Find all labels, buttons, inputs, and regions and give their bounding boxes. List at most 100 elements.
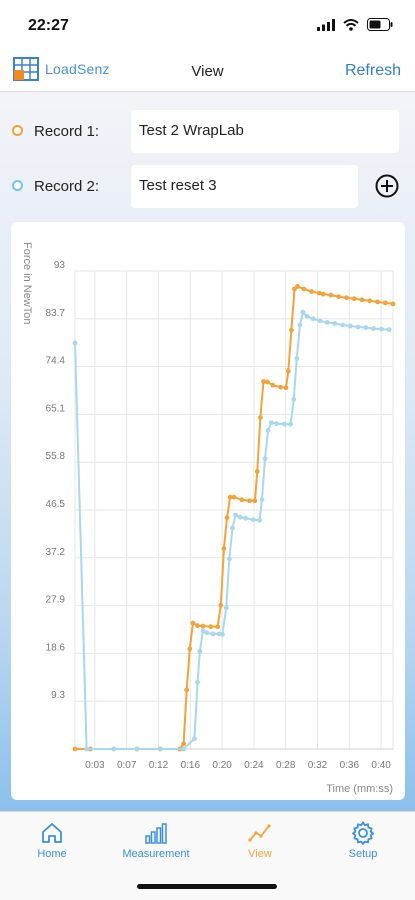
series-2-point (310, 316, 316, 322)
y-tick-label: 9.3 (51, 690, 65, 701)
series-2-point (265, 427, 271, 433)
series-1-point (285, 368, 291, 374)
series-2-point (84, 746, 90, 752)
series-1-point (270, 382, 276, 388)
series-1-point (231, 494, 237, 500)
series-2-point (324, 319, 330, 325)
y-tick-label: 37.2 (46, 547, 66, 558)
series-2-point (223, 605, 229, 611)
x-tick-label: 0:32 (308, 760, 328, 771)
y-tick-label: 55.8 (46, 451, 66, 462)
series-2-point (340, 322, 345, 328)
series-1-point (344, 295, 349, 301)
series-1-point (278, 384, 283, 390)
series-1-point (351, 296, 357, 302)
series-2-point (297, 322, 303, 328)
series-1-point (359, 297, 365, 303)
series-1-point (221, 546, 227, 551)
series-1-point (309, 289, 314, 294)
series-1-point (200, 623, 206, 629)
bar-chart-icon (145, 823, 167, 844)
series-1-point (257, 415, 263, 420)
series-1-point (239, 497, 245, 503)
tab-setup-label: Setup (348, 848, 378, 860)
series-1-point (252, 498, 258, 504)
app-logo: LoadSenz (12, 54, 110, 84)
series-2-point (111, 746, 117, 752)
series-1-point (301, 286, 307, 292)
record-1-field[interactable]: Test 2 WrapLab (131, 110, 399, 153)
series-1-point (190, 620, 196, 626)
series-2-point (304, 313, 310, 319)
chart-card[interactable]: 0:03 0:07 0:12 0:16 0:20 0:24 0:28 0:32 0:36 0:40… (11, 222, 405, 800)
tab-view-label: View (248, 848, 272, 860)
series-1-point (224, 515, 230, 521)
tab-home-label: Home (37, 848, 67, 860)
home-indicator (137, 884, 277, 889)
series-2-point (72, 340, 78, 346)
series-2-point (257, 517, 262, 523)
x-tick-label: 0:28 (276, 760, 296, 771)
series-1-point (320, 291, 326, 297)
series-2-point (274, 421, 280, 427)
gear-icon (352, 821, 374, 845)
series-2-line (74, 311, 390, 750)
series-2-point (282, 421, 287, 427)
x-tick-label: 0:07 (117, 760, 137, 771)
nav-bar: LoadSenz View Refresh (0, 50, 415, 92)
series-1-point (316, 290, 322, 296)
series-1-point (283, 385, 289, 391)
series-2-point (371, 326, 377, 331)
series-2-point (288, 421, 294, 427)
tab-setup[interactable]: Setup (318, 820, 408, 860)
refresh-button[interactable]: Refresh (344, 62, 401, 79)
series-2-point (181, 746, 186, 752)
tab-measurement[interactable]: Measurement (111, 820, 201, 860)
series-2-point (355, 324, 361, 330)
series-2-point (378, 326, 384, 332)
series-2-point (204, 630, 210, 636)
series-2-point (157, 746, 163, 752)
signal-icon (317, 18, 335, 31)
y-tick-label: 18.6 (46, 642, 66, 653)
series-2-point (134, 746, 140, 752)
record-2-label: Record 2: (34, 178, 100, 195)
plus-circle-icon[interactable] (375, 174, 399, 198)
grid-logo-icon (13, 57, 39, 81)
y-tick-label: 93 (54, 260, 66, 271)
series-2-point (262, 456, 268, 462)
tab-home[interactable]: Home (7, 820, 97, 860)
record-2-field[interactable]: Test reset 3 (131, 165, 358, 208)
series-1-point (295, 284, 300, 289)
series-2-point (192, 736, 197, 742)
series-2-point (230, 525, 235, 531)
series-1-point (215, 624, 221, 630)
series-2-point (226, 556, 232, 562)
x-tick-label: 0:24 (244, 760, 264, 771)
series-2-point (237, 514, 243, 520)
series-1-point (367, 298, 373, 304)
y-tick-label: 83.7 (46, 308, 66, 319)
series-2-point (195, 679, 200, 685)
x-tick-label: 0:03 (85, 760, 105, 771)
series-1-point (208, 624, 214, 630)
series-2-point (300, 309, 306, 315)
x-tick-label: 0:12 (149, 760, 169, 771)
series-1-point (227, 494, 233, 500)
tab-measurement-label: Measurement (122, 848, 190, 860)
series-1-point (390, 301, 396, 307)
series-1-point (264, 379, 270, 385)
series-1-point (195, 623, 200, 629)
series-1-point (247, 498, 252, 504)
series-2-point (363, 325, 369, 330)
x-tick-label: 0:36 (340, 760, 360, 771)
series-2-point (268, 420, 274, 426)
status-icons (317, 18, 393, 31)
line-chart-icon (248, 824, 271, 842)
series-2-point (210, 631, 216, 637)
force-chart[interactable]: 0:03 0:07 0:12 0:16 0:20 0:24 0:28 0:32 0:36 0:40… (11, 222, 405, 800)
tab-view[interactable]: View (215, 820, 305, 860)
x-tick-label: 0:16 (181, 760, 201, 771)
series-1-point (218, 602, 224, 608)
series-1-point (382, 300, 388, 306)
